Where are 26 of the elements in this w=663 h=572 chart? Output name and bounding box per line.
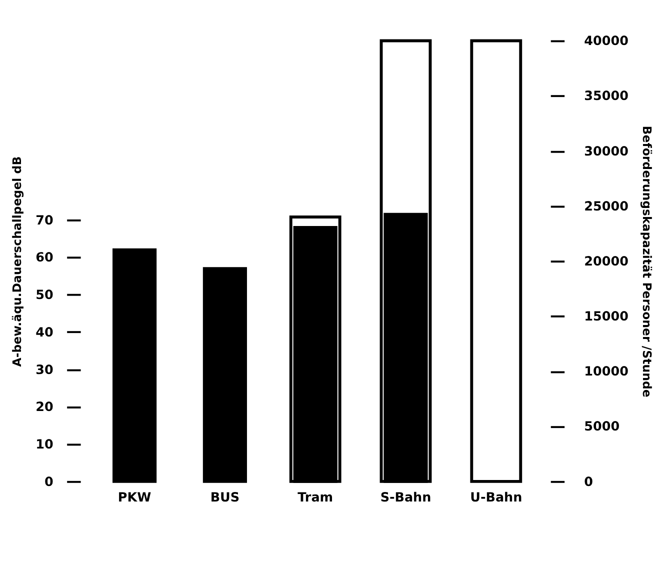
y2-tick-label: 10000 [584,364,629,380]
x-tick-label: U-Bahn [470,490,522,506]
y-tick-label: 0 [44,474,54,490]
x-tick-label: Tram [298,490,334,506]
bar [112,248,157,483]
y-tick-label: 40 [36,325,54,340]
y-tick-label: 70 [36,213,54,228]
x-tick-label: PKW [118,490,152,506]
y2-axis-title: Beförderungskapazität Personer /Stunde [640,126,654,398]
bar [202,267,247,483]
y-axis-title: A-bew.äqu.Dauerschallpegel dB [10,156,24,367]
y-tick-label: 60 [36,250,54,266]
y-tick-label: 10 [36,437,54,452]
y2-tick-label: 5000 [584,420,620,435]
y2-tick-label: 40000 [584,34,629,50]
y-tick-label: 50 [36,288,54,304]
y2-tick-label: 25000 [584,199,629,214]
y-tick-label: 20 [36,400,54,416]
x-tick-label: S-Bahn [380,490,432,506]
y-tick-label: 30 [36,362,54,378]
y2-tick-label: 20000 [584,254,629,270]
y2-tick-label: 15000 [584,310,629,325]
y2-tick-label: 0 [584,474,594,490]
y2-tick-label: 35000 [584,89,629,104]
y2-tick-label: 30000 [584,144,629,160]
x-tick-label: BUS [210,490,240,506]
